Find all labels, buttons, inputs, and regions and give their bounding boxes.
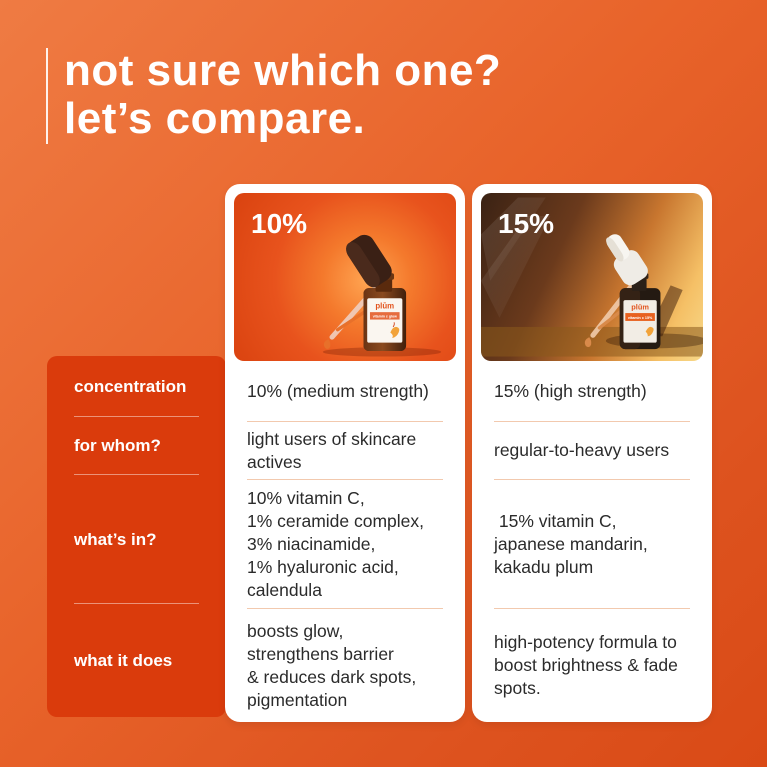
svg-text:plūm: plūm — [375, 301, 394, 310]
svg-text:vitamin c 15%: vitamin c 15% — [628, 316, 653, 320]
svg-text:vitamin c glow: vitamin c glow — [373, 315, 397, 319]
svg-text:plūm: plūm — [631, 302, 649, 311]
